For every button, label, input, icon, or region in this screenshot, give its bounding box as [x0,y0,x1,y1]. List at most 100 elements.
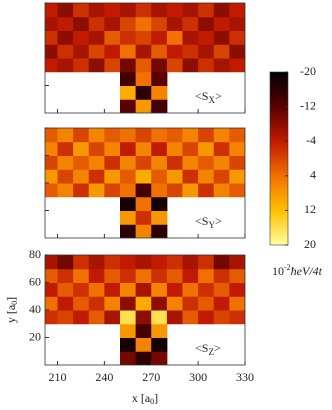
heatmap-cell [88,310,105,325]
heatmap-cell [104,169,121,184]
cb-label-unit: ħeV/4t [291,264,323,278]
heatmap-cell [45,3,58,18]
heatmap-cell [120,169,137,184]
heatmap-cell [57,255,74,270]
heatmap-cell [88,3,105,18]
heatmap-cell [229,310,245,325]
heatmap-cell [151,58,168,73]
heatmap-cell [135,210,152,225]
heatmap-cell [73,268,90,283]
heatmap-cell [182,30,199,45]
heatmap-cell [213,16,230,31]
heatmap-cell [73,296,90,311]
y-tick-label: 20 [29,329,41,343]
heatmap-cell [104,3,121,18]
heatmap-cell [213,255,230,270]
heatmap-cell [57,3,74,18]
heatmap-cell [73,282,90,297]
heatmap-cell [135,155,152,170]
heatmap-cell [88,282,105,297]
heatmap-cell [135,16,152,31]
heatmap-cell [151,169,168,184]
heatmap-cell [135,296,152,311]
heatmap-cell [198,44,215,59]
colorbar-tick-label: 20 [304,237,316,251]
heatmap-cell [45,155,58,170]
heatmap-cell [73,255,90,270]
heatmap-cell [135,71,152,86]
heatmap-cell [151,141,168,156]
heatmap-cell [135,282,152,297]
colorbar-tick-label: 12 [304,202,316,216]
heatmap-cell [151,323,168,338]
heatmap-cell [73,3,90,18]
heatmap-cell [151,99,168,113]
heatmap-cell [57,296,74,311]
heatmap-cell [88,268,105,283]
heatmap-cell [198,296,215,311]
heatmap-cell [198,169,215,184]
heatmap-cell [151,3,168,18]
colorbar-tick-label: -12 [300,98,316,112]
heatmap-cell [45,30,58,45]
heatmap-cell [229,155,245,170]
heatmap-cell [104,58,121,73]
heatmap-cell [57,44,74,59]
heatmap-cell [45,141,58,156]
heatmap-cell [57,16,74,31]
heatmap-cell [151,268,168,283]
y-tick-label: 60 [29,274,41,288]
panel-label-sub: X [208,95,215,105]
heatmap-cell [135,310,152,325]
heatmap-cell [73,58,90,73]
heatmap-cell [166,255,183,270]
heatmap-cell [104,296,121,311]
heatmap-cell [45,169,58,184]
heatmap-cell [135,196,152,211]
heatmap-cell [151,255,168,270]
heatmap-cell [120,255,137,270]
heatmap-cell [213,128,230,143]
heatmap-cell [213,282,230,297]
heatmap-cell [135,323,152,338]
heatmap-cell [135,30,152,45]
colorbar-tick-label: -4 [306,133,316,147]
heatmap-cell [73,155,90,170]
heatmap-cell [45,255,58,270]
heatmap-cell [213,141,230,156]
panel-label-end: > [214,341,221,355]
heatmap-cell [120,310,137,325]
heatmap-cell [198,282,215,297]
heatmap-cell [182,310,199,325]
colorbar [269,71,289,246]
heatmap-cell [198,58,215,73]
heatmap-cell [151,183,168,198]
panel-label-main: <S [195,214,208,228]
heatmap-cell [120,183,137,198]
heatmap-cell [166,268,183,283]
heatmap-cell [198,183,215,198]
heatmap-cell [45,128,58,143]
heatmap-cell [120,30,137,45]
heatmap-cell [120,323,137,338]
heatmap-cell [120,282,137,297]
heatmap-cell [104,268,121,283]
heatmap-cell [151,337,168,352]
heatmap-cell [166,155,183,170]
heatmap-cell [88,16,105,31]
heatmap-cell [104,183,121,198]
heatmap-cell [213,155,230,170]
x-label-end: ] [154,391,158,405]
heatmap-cell [151,224,168,238]
x-tick-label: 240 [95,370,113,384]
heatmap-cell [213,296,230,311]
heatmap-cell [88,255,105,270]
heatmap-cell [182,296,199,311]
heatmap-cell [213,30,230,45]
heatmap-cell [45,282,58,297]
heatmap-cell [104,155,121,170]
heatmap-cell [182,3,199,18]
heatmap-cell [166,282,183,297]
heatmap-cell [88,183,105,198]
